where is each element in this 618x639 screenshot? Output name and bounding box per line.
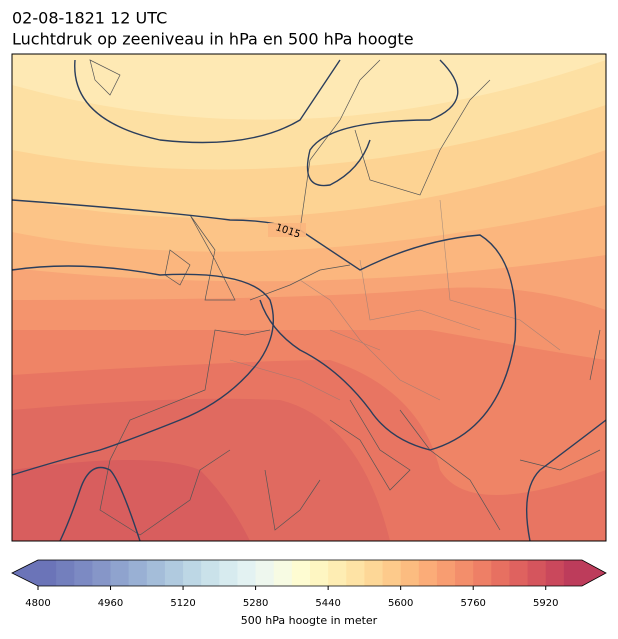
colorbar-tick-label: 5920	[533, 598, 558, 609]
colorbar-tick-label: 5280	[243, 598, 268, 609]
colorbar-segment	[491, 560, 510, 586]
colorbar-segment	[436, 560, 456, 586]
colorbar-tick-label: 5440	[315, 598, 340, 609]
colorbar-segment	[364, 560, 384, 586]
title-line: Luchtdruk op zeeniveau in hPa en 500 hPa…	[12, 30, 414, 49]
colorbar-segment	[400, 560, 420, 586]
colorbar-segment	[527, 560, 547, 586]
colorbar-segment	[509, 560, 529, 586]
colorbar-segment	[92, 560, 112, 586]
title-line: 02-08-1821 12 UTC	[12, 9, 167, 28]
colorbar-tick-label: 5600	[388, 598, 413, 609]
colorbar-segment	[455, 560, 474, 586]
colorbar-segment	[164, 560, 184, 586]
colorbar-segment	[56, 560, 75, 586]
colorbar-segment	[146, 560, 166, 586]
colorbar-segment	[291, 560, 311, 586]
colorbar-tick-label: 4800	[25, 598, 50, 609]
colorbar-label: 500 hPa hoogte in meter	[241, 614, 378, 627]
colorbar-segment	[273, 560, 293, 586]
colorbar-segment	[128, 560, 148, 586]
colorbar-extend-high	[582, 560, 606, 586]
colorbar-segment	[255, 560, 275, 586]
colorbar-segment	[219, 560, 238, 586]
colorbar-segment	[473, 560, 492, 586]
colorbar-segment	[545, 560, 565, 586]
colorbar-segment	[201, 560, 220, 586]
map-frame	[11, 53, 607, 542]
colorbar-segment	[183, 560, 202, 586]
colorbar-segment	[38, 560, 57, 586]
colorbar-segment	[74, 560, 93, 586]
colorbar-segment	[310, 560, 329, 586]
colorbar-segment	[418, 560, 438, 586]
colorbar-segment	[382, 560, 402, 586]
colorbar-tick-label: 4960	[98, 598, 123, 609]
colorbar: 4800 4960 5120 5280 5440 5600 5760 5920	[11, 559, 607, 609]
colorbar-tick-label: 5760	[460, 598, 485, 609]
colorbar-tick-label: 5120	[170, 598, 195, 609]
colorbar-outline	[11, 559, 607, 587]
colorbar-segment	[237, 560, 257, 586]
colorbar-segment	[563, 560, 583, 586]
colorbar-segment	[328, 560, 347, 586]
map: 1015	[12, 54, 606, 541]
colorbar-extend-low	[12, 560, 38, 586]
colorbar-segment	[346, 560, 365, 586]
colorbar-segment	[110, 560, 130, 586]
